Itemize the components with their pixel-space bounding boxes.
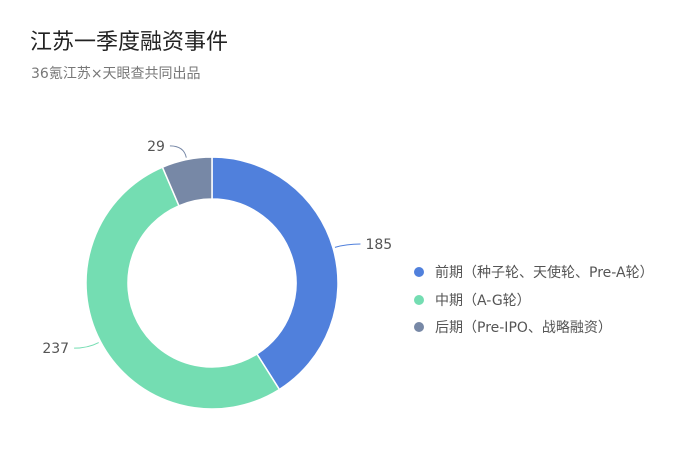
data-label: 237 [42, 341, 69, 357]
slice-early[interactable] [211, 156, 339, 391]
legend-item-early[interactable]: 前期（种子轮、天使轮、Pre-A轮） [414, 262, 654, 282]
label-leader-line [334, 243, 361, 248]
chart-title: 江苏一季度融资事件 [30, 30, 229, 55]
legend-label: 后期（Pre-IPO、战略融资） [435, 320, 612, 336]
data-label: 185 [365, 237, 392, 253]
legend-marker [414, 322, 424, 332]
legend-label: 前期（种子轮、天使轮、Pre-A轮） [435, 265, 654, 281]
legend-item-late[interactable]: 后期（Pre-IPO、战略融资） [414, 317, 654, 337]
chart-subtitle: 36氪江苏×天眼查共同出品 [31, 66, 201, 82]
slice-middle[interactable] [85, 166, 281, 410]
chart-legend: 前期（种子轮、天使轮、Pre-A轮） 中期（A-G轮） 后期（Pre-IPO、战… [414, 262, 654, 345]
label-leader-line [74, 342, 99, 349]
slice-late[interactable] [161, 156, 213, 207]
legend-label: 中期（A-G轮） [435, 292, 531, 309]
label-leader-line [169, 145, 187, 158]
legend-item-middle[interactable]: 中期（A-G轮） [414, 290, 654, 310]
legend-marker [414, 267, 424, 277]
data-label: 29 [147, 139, 165, 155]
legend-marker [414, 294, 424, 305]
